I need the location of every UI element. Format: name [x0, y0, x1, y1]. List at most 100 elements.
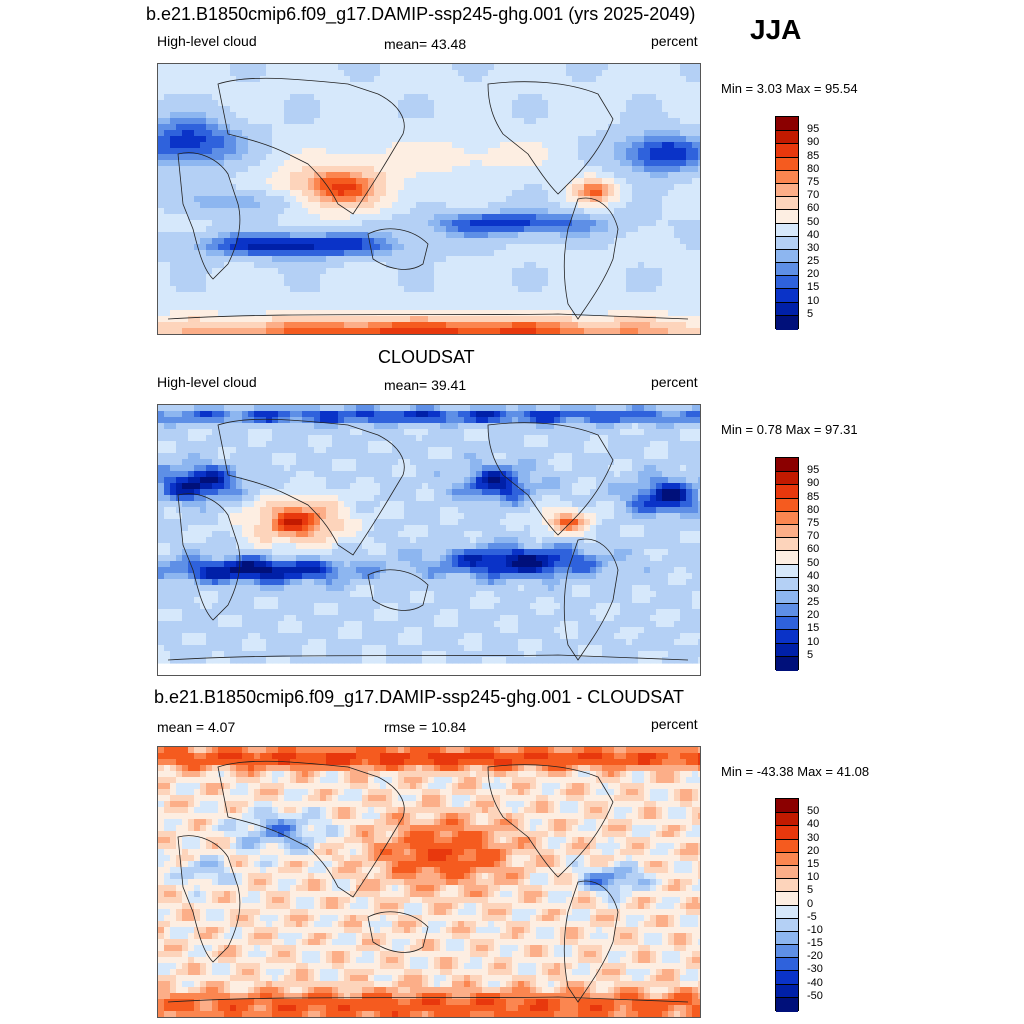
colorbar-label: 10	[807, 871, 820, 884]
colorbar-label: 40	[807, 228, 820, 241]
colorbar-label: 10	[807, 635, 820, 648]
colorbar-swatch	[776, 878, 798, 893]
colorbar-swatch	[776, 143, 798, 159]
colorbar-label: 30	[807, 241, 820, 254]
colorbar-swatch	[776, 825, 798, 841]
panel-3-map	[157, 746, 701, 1018]
panel-2-right-label: percent	[651, 374, 698, 390]
colorbar-swatch	[776, 458, 798, 472]
colorbar-swatch	[776, 248, 798, 264]
colorbar-label: 80	[807, 162, 820, 175]
colorbar-label: 5	[807, 884, 814, 897]
colorbar-label: 40	[807, 818, 820, 831]
colorbar-swatch	[776, 812, 798, 827]
panel-3-title: b.e21.B1850cmip6.f09_g17.DAMIP-ssp245-gh…	[154, 687, 684, 707]
colorbar-label: 30	[807, 831, 820, 844]
panel-3-left-label: mean = 4.07	[157, 719, 236, 735]
colorbar-swatch	[776, 169, 798, 185]
colorbar-label: 20	[807, 844, 820, 857]
panel-1-right-label: percent	[651, 33, 698, 49]
colorbar-swatch	[776, 917, 798, 933]
colorbar-swatch	[776, 799, 798, 813]
panel-2-map	[157, 404, 701, 676]
panel-1-minmax: Min = 3.03 Max = 95.54	[721, 81, 858, 96]
colorbar-label: 40	[807, 569, 820, 582]
panel-3-field	[158, 747, 700, 1017]
colorbar-label: 90	[807, 477, 820, 490]
colorbar-label: 15	[807, 622, 820, 635]
colorbar-label: 50	[807, 556, 820, 569]
colorbar-swatch	[776, 563, 798, 579]
colorbar-swatch	[776, 616, 798, 631]
colorbar-label: 0	[807, 897, 814, 910]
colorbar-swatch	[776, 497, 798, 513]
colorbar-swatch	[776, 944, 798, 959]
colorbar-swatch	[776, 983, 798, 999]
colorbar-label: 20	[807, 609, 820, 622]
colorbar-label: 60	[807, 202, 820, 215]
colorbar-swatch	[776, 130, 798, 145]
colorbar-swatch	[776, 851, 798, 867]
colorbar-label: 5	[807, 307, 814, 320]
colorbar-label: -20	[807, 950, 823, 963]
colorbar-label: 75	[807, 175, 820, 188]
panel-3-minmax: Min = -43.38 Max = 41.08	[721, 764, 870, 779]
colorbar-swatch	[776, 314, 798, 330]
season-label: JJA	[750, 14, 802, 45]
colorbar-swatch	[776, 117, 798, 131]
colorbar-swatch	[776, 642, 798, 658]
colorbar-label: 85	[807, 149, 820, 162]
colorbar-swatch	[776, 838, 798, 854]
panel-1-colorbar: 95 90 85 80 75 70 60 50 40 30 25 20 15 10 5	[775, 116, 819, 330]
colorbar-swatch	[776, 262, 798, 277]
panel-3-center-label: rmse = 10.84	[384, 719, 467, 735]
colorbar-label: 15	[807, 281, 820, 294]
colorbar-label: -50	[807, 989, 823, 1002]
colorbar-swatch	[776, 603, 798, 618]
colorbar-label: -10	[807, 923, 823, 936]
colorbar-swatch	[776, 996, 798, 1012]
colorbar-label: -5	[807, 910, 817, 923]
colorbar-label: 80	[807, 503, 820, 516]
colorbar-swatch	[776, 471, 798, 486]
colorbar-swatch	[776, 182, 798, 198]
panel-3-colorbar: 50 40 30 20 15 10 5 0 -5 -10 -15 -20 -30 -40 -50	[775, 798, 823, 1012]
panel-2-title: CLOUDSAT	[378, 347, 475, 367]
colorbar-swatch	[776, 235, 798, 251]
colorbar-label: 5	[807, 648, 814, 661]
panel-2-center-label: mean= 39.41	[384, 377, 467, 393]
colorbar-label: -40	[807, 976, 823, 989]
colorbar-label: -15	[807, 937, 823, 950]
colorbar-swatch	[776, 629, 798, 645]
colorbar-swatch	[776, 156, 798, 172]
colorbar-swatch	[776, 891, 798, 906]
colorbar-label: 75	[807, 516, 820, 529]
panel-1-map	[157, 63, 701, 335]
colorbar-swatch	[776, 222, 798, 238]
colorbar-swatch	[776, 957, 798, 972]
panel-1-left-label: High-level cloud	[157, 33, 257, 49]
colorbar-swatch	[776, 484, 798, 500]
colorbar-swatch	[776, 288, 798, 304]
colorbar-label: 25	[807, 255, 820, 268]
colorbar-swatch	[776, 196, 798, 211]
colorbar-label: 95	[807, 123, 820, 136]
panel-2-colorbar: 95 90 85 80 75 70 60 50 40 30 25 20 15 10 5	[775, 457, 819, 671]
colorbar-label: 85	[807, 490, 820, 503]
panel-2-field	[158, 405, 700, 664]
colorbar-swatch	[776, 275, 798, 290]
colorbar-label: 70	[807, 189, 820, 202]
panel-2-minmax: Min = 0.78 Max = 97.31	[721, 422, 858, 437]
colorbar-label: 60	[807, 543, 820, 556]
colorbar-swatch	[776, 904, 798, 920]
colorbar-label: 90	[807, 136, 820, 149]
panel-1-title: b.e21.B1850cmip6.f09_g17.DAMIP-ssp245-gh…	[146, 4, 696, 24]
colorbar-swatch	[776, 576, 798, 592]
colorbar-swatch	[776, 930, 798, 946]
colorbar-label: 95	[807, 464, 820, 477]
colorbar-swatch	[776, 655, 798, 671]
colorbar-swatch	[776, 209, 798, 224]
colorbar-swatch	[776, 301, 798, 317]
colorbar-swatch	[776, 970, 798, 986]
colorbar-swatch	[776, 589, 798, 605]
